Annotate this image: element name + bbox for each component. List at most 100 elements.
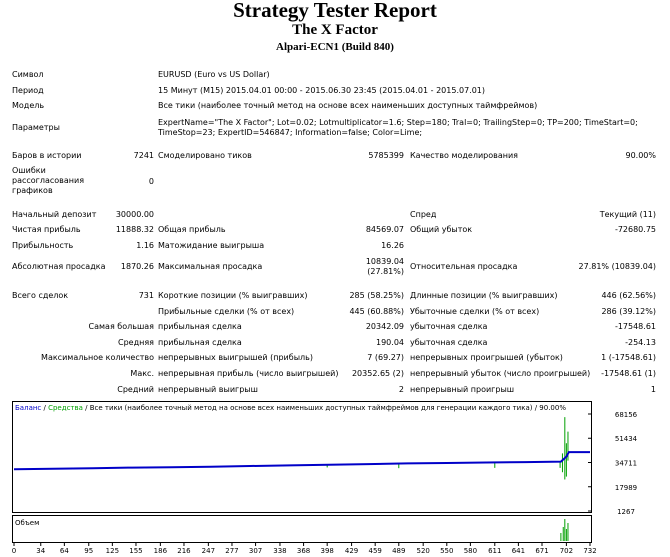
profit-factor-value: 1.16 <box>136 241 154 250</box>
y-tick-label: 51434 <box>615 435 638 443</box>
ticks-label: Смоделировано тиков <box>158 151 252 160</box>
x-tick-label: 125 <box>106 547 119 555</box>
expert-name: The X Factor <box>292 22 378 38</box>
losing-trades-label: Убыточные сделки (% от всех) <box>410 307 540 316</box>
x-tick-label: 186 <box>154 547 168 555</box>
x-tick-label: 0 <box>12 547 16 555</box>
y-tick-label: 34711 <box>615 460 637 468</box>
largest-win-label: прибыльная сделка <box>158 322 242 331</box>
largest-win-value: 20342.09 <box>365 322 404 331</box>
short-positions-value: 285 (58.25%) <box>349 291 404 300</box>
x-tick-label: 64 <box>60 547 69 555</box>
max-cons-losses-value: 1 (-17548.61) <box>601 353 656 362</box>
spread-label: Спред <box>410 210 437 219</box>
average-win-value: 190.04 <box>376 338 404 347</box>
net-profit-label: Чистая прибыль <box>12 225 81 234</box>
winning-trades-value: 445 (60.88%) <box>349 307 404 316</box>
average-win-label: прибыльная сделка <box>158 338 242 347</box>
x-tick-label: 247 <box>202 547 215 555</box>
x-tick-label: 307 <box>249 547 262 555</box>
deposit-value: 30000.00 <box>115 210 154 219</box>
rel-drawdown-value: 27.81% (10839.04) <box>578 262 656 271</box>
long-positions-value: 446 (62.56%) <box>601 291 656 300</box>
params-label: Параметры <box>12 123 60 132</box>
max-drawdown-label: Максимальная просадка <box>158 262 263 271</box>
abs-drawdown-label: Абсолютная просадка <box>12 262 106 271</box>
losing-trades-value: 286 (39.12%) <box>601 307 656 316</box>
rel-drawdown-label: Относительная просадка <box>410 262 518 271</box>
legend-equity: Средства <box>48 404 83 412</box>
legend-description: / Все тики (наиболее точный метод на осн… <box>82 404 566 412</box>
winning-trades-label: Прибыльные сделки (% от всех) <box>158 307 295 316</box>
gross-profit-label: Общая прибыль <box>158 225 226 234</box>
quality-value: 90.00% <box>625 151 656 160</box>
x-tick-label: 155 <box>129 547 142 555</box>
deposit-label: Начальный депозит <box>12 210 97 219</box>
x-tick-label: 34 <box>36 547 45 555</box>
symbol-label: Символ <box>12 70 44 79</box>
x-tick-label: 671 <box>535 547 548 555</box>
gross-loss-value: -72680.75 <box>614 225 656 234</box>
max-cons-wins-value: 7 (69.27) <box>367 353 404 362</box>
max-cons-profit-label: непрерывная прибыль (число выигрышей) <box>158 369 339 378</box>
x-tick-label: 520 <box>416 547 429 555</box>
server-build: Alpari-ECN1 (Build 840) <box>276 41 394 53</box>
x-tick-label: 277 <box>225 547 238 555</box>
max-cons-wins-label: непрерывных выигрышей (прибыль) <box>158 353 313 362</box>
volume-chart <box>12 515 592 543</box>
symbol-value: EURUSD (Euro vs US Dollar) <box>158 70 270 79</box>
max-cons-loss-value: -17548.61 (1) <box>601 369 656 378</box>
max-drawdown-value: 10839.04 <box>365 257 404 266</box>
bars-label: Баров в истории <box>12 151 82 160</box>
max-drawdown-pct: (27.81%) <box>367 267 404 276</box>
x-tick-label: 611 <box>488 547 501 555</box>
x-tick-label: 732 <box>583 547 596 555</box>
x-tick-label: 338 <box>273 547 286 555</box>
errors-label: Ошибки рассогласования графиков <box>12 166 85 195</box>
x-tick-label: 429 <box>345 547 358 555</box>
x-tick-label: 368 <box>297 547 310 555</box>
chart-legend: Баланс / Средства / Все тики (наиболее т… <box>15 403 566 413</box>
short-positions-label: Короткие позиции (% выигравших) <box>158 291 308 300</box>
report-title: Strategy Tester Report <box>233 0 437 22</box>
total-trades-label: Всего сделок <box>12 291 69 300</box>
largest-loss-label: убыточная сделка <box>410 322 488 331</box>
x-tick-label: 459 <box>368 547 381 555</box>
avg-cons-losses-value: 1 <box>650 385 656 394</box>
largest-loss-value: -17548.61 <box>614 322 656 331</box>
y-tick-label: 17989 <box>615 484 637 492</box>
largest-label: Самая большая <box>88 322 154 331</box>
expected-payoff-value: 16.26 <box>381 241 404 250</box>
gross-profit-value: 84569.07 <box>365 225 404 234</box>
max-cons-profit-value: 20352.65 (2) <box>351 369 404 378</box>
abs-drawdown-value: 1870.26 <box>120 262 154 271</box>
spread-value: Текущий (11) <box>599 210 656 219</box>
x-tick-label: 641 <box>512 547 525 555</box>
legend-balance: Баланс <box>15 404 42 412</box>
volume-label: Объем <box>15 519 40 527</box>
model-label: Модель <box>12 101 45 110</box>
avg-cons-losses-label: непрерывный проигрыш <box>410 385 515 394</box>
x-tick-label: 550 <box>440 547 453 555</box>
max-cons-loss-label: непрерывный убыток (число проигрышей) <box>410 369 591 378</box>
expected-payoff-label: Матожидание выигрыша <box>158 241 265 250</box>
total-trades-value: 731 <box>138 291 154 300</box>
avg-cons-label: Средний <box>117 385 154 394</box>
average-label: Средняя <box>118 338 154 347</box>
average-loss-value: -254.13 <box>625 338 656 347</box>
avg-cons-wins-label: непрерывный выигрыш <box>158 385 258 394</box>
gross-loss-label: Общий убыток <box>410 225 473 234</box>
period-value: 15 Минут (M15) 2015.04.01 00:00 - 2015.0… <box>158 86 486 95</box>
params-value: ExpertName="The X Factor"; Lot=0.02; Lot… <box>158 118 638 137</box>
quality-label: Качество моделирования <box>410 151 518 160</box>
errors-value: 0 <box>148 177 154 186</box>
x-tick-label: 489 <box>392 547 405 555</box>
model-value: Все тики (наиболее точный метод на основ… <box>158 101 538 110</box>
x-tick-label: 95 <box>84 547 93 555</box>
bars-value: 7241 <box>133 151 154 160</box>
y-tick-label: 1267 <box>617 508 635 516</box>
profit-factor-label: Прибыльность <box>12 241 74 250</box>
x-tick-label: 580 <box>464 547 477 555</box>
x-tick-label: 216 <box>177 547 191 555</box>
